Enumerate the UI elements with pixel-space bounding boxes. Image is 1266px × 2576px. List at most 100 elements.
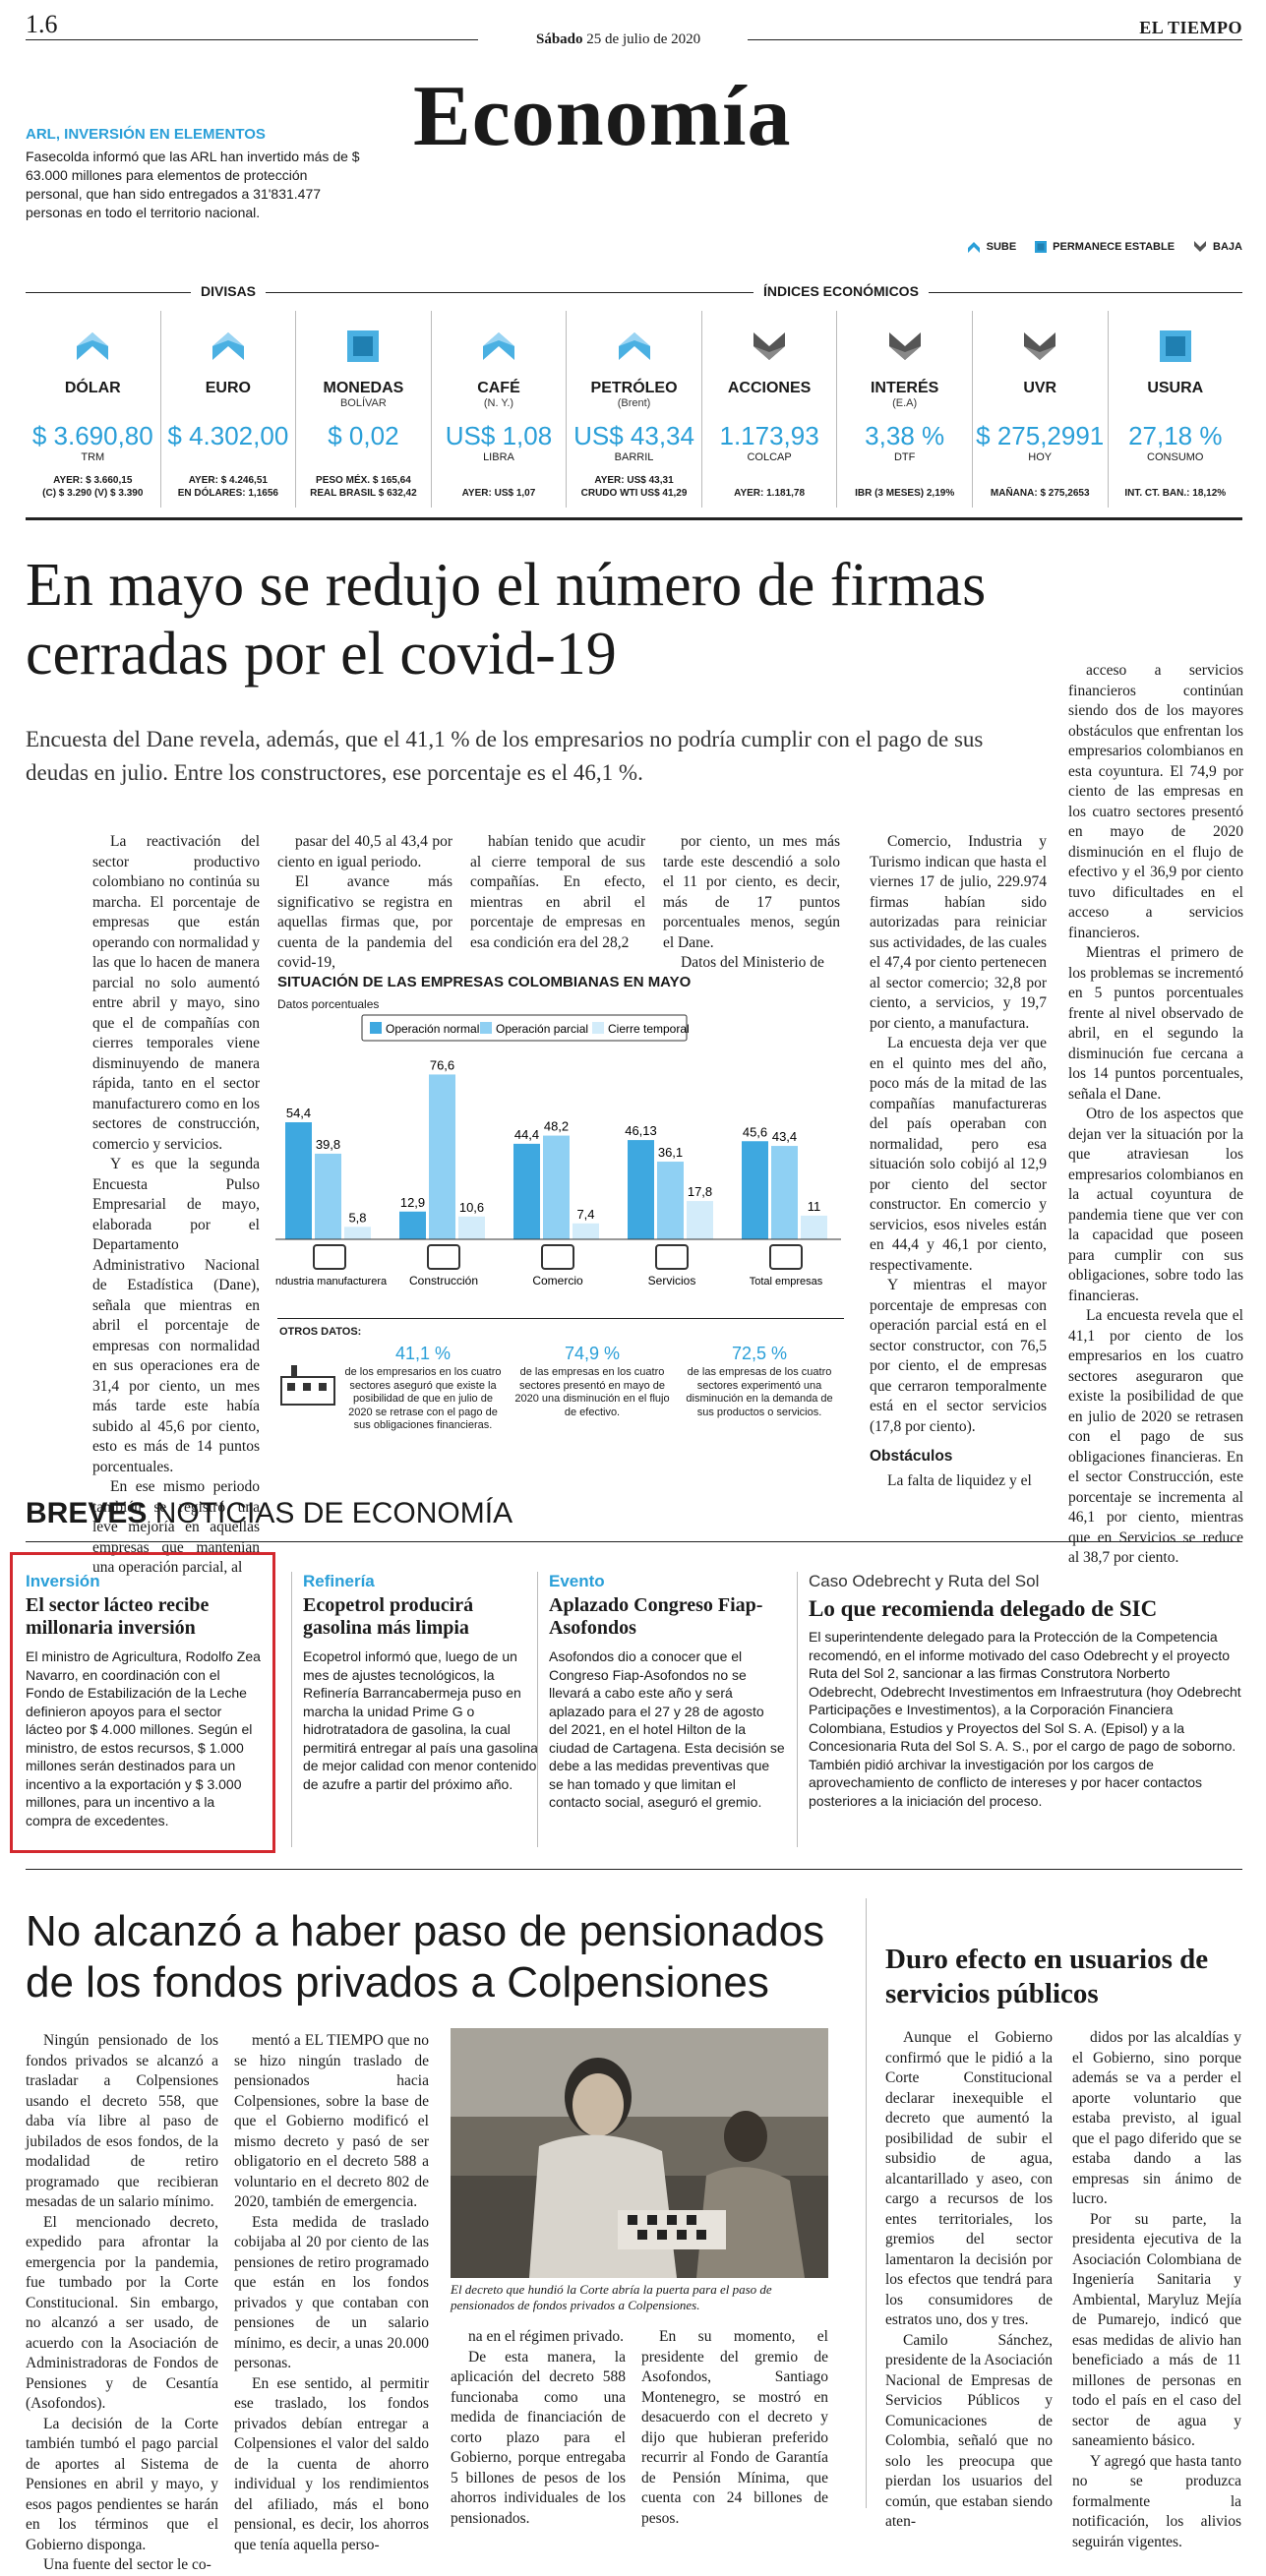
bar-value-label: 54,4 — [286, 1106, 311, 1120]
legend-label: Operación normal — [386, 1022, 479, 1036]
category-label: Construcción — [409, 1274, 478, 1288]
paragraph: La reactivación del sector productivo co… — [92, 833, 261, 1153]
breve-2: Evento Aplazado Congreso Fiap-Asofondos … — [549, 1572, 785, 1812]
bar — [687, 1201, 713, 1239]
bar-value-label: 45,6 — [743, 1124, 767, 1139]
legend-down: BAJA — [1192, 240, 1242, 254]
chart-title: SITUACIÓN DE LAS EMPRESAS COLOMBIANAS EN… — [277, 974, 692, 990]
bar-value-label: 36,1 — [658, 1145, 683, 1160]
bar — [543, 1135, 570, 1239]
chess-players-photo — [451, 2028, 828, 2278]
brand-rule — [1043, 39, 1242, 40]
arrow-down-icon — [888, 332, 921, 360]
indicator-value: $ 3.690,80 — [31, 421, 153, 450]
legend-label: Cierre temporal — [608, 1022, 690, 1036]
bar-value-label: 48,2 — [544, 1119, 569, 1134]
bar — [429, 1074, 455, 1239]
paragraph: Datos del Ministerio de — [681, 954, 824, 971]
servicios-headline: Duro efecto en usuarios de servicios púb… — [885, 1944, 1209, 2009]
bar-value-label: 17,8 — [688, 1184, 712, 1199]
paragraph: didos por las alcaldías y el Gobierno, s… — [1072, 2029, 1241, 2207]
paragraph: habían tenido que acudir al cierre tempo… — [470, 833, 645, 951]
indicator-value: 1.173,93 — [719, 421, 819, 450]
indicator-sub: (Brent) — [617, 397, 651, 409]
otros-dato-2: 72,5 % de las empresas de los cuatro sec… — [677, 1344, 842, 1419]
indicator-8: USURA 27,18 % CONSUMO INT. CT. BAN.: 18,… — [1109, 311, 1243, 508]
paragraph: por ciento, un mes más tarde este descen… — [663, 833, 840, 951]
otros-value: 74,9 % — [564, 1344, 621, 1363]
category-label: Servicios — [648, 1274, 696, 1288]
indicator-value: US$ 1,08 — [445, 421, 553, 450]
paragraph: En ese mismo periodo también se registró… — [92, 1478, 260, 1576]
page-number: 1.6 — [26, 10, 58, 38]
trend-legend: SUBE PERMANECE ESTABLE BAJA — [966, 240, 1242, 254]
paragraph: El mencionado decreto, expedido para afr… — [26, 2213, 218, 2413]
bar-value-label: 46,13 — [625, 1123, 657, 1138]
indicator-unit: HOY — [1028, 451, 1053, 463]
indicator-value: 3,38 % — [865, 421, 945, 450]
top-rule-left — [26, 39, 478, 40]
bar-value-label: 43,4 — [772, 1129, 797, 1144]
indicator-unit: BARRIL — [614, 451, 654, 463]
indicator-7: UVR $ 275,2991 HOY MAÑANA: $ 275,2653 — [973, 311, 1109, 508]
breve-headline: Ecopetrol producirá gasolina más limpia — [303, 1594, 474, 1639]
indicator-4: PETRÓLEO (Brent) US$ 43,34 BARRIL AYER: … — [567, 311, 702, 508]
legend-label: Operación parcial — [496, 1022, 588, 1036]
pensiones-col-1: Ningún pensionado de los fondos privados… — [26, 2031, 218, 2576]
indicator-unit: DTF — [893, 451, 916, 463]
otros-value: 72,5 % — [731, 1344, 788, 1363]
indicator-value: $ 275,2991 — [976, 421, 1105, 450]
category-icon — [313, 1244, 346, 1270]
breve-divider — [291, 1572, 292, 1847]
legend-stable: PERMANECE ESTABLE — [1034, 240, 1175, 254]
paragraph: Una fuente del sector le co- — [43, 2556, 211, 2573]
otros-value: 41,1 % — [394, 1344, 452, 1363]
legend-up: SUBE — [966, 240, 1016, 254]
category-label: Comercio — [532, 1274, 583, 1288]
otros-text: de las empresas de los cuatro sectores e… — [686, 1366, 833, 1418]
otros-dato-0: 41,1 % de los empresarios en los cuatro … — [340, 1344, 506, 1433]
bar-value-label: 5,8 — [348, 1210, 366, 1225]
paragraph: Ningún pensionado de los fondos privados… — [26, 2032, 218, 2210]
paragraph: De esta manera, la aplicación del decret… — [451, 2348, 626, 2527]
arl-body: Fasecolda informó que las ARL han invert… — [26, 149, 360, 220]
indicator-sub: (N. Y.) — [483, 397, 514, 409]
category-label: Industria manufacturera — [275, 1276, 388, 1288]
paragraph: Camilo Sánchez, presidente de la Asociac… — [885, 2331, 1054, 2531]
paragraph: Y agregó que hasta tanto no se produzca … — [1072, 2452, 1241, 2550]
arrow-up-icon — [618, 332, 650, 360]
pensiones-headline: No alcanzó a haber paso de pensionados d… — [26, 1907, 825, 2007]
breve-category: Caso Odebrecht y Ruta del Sol — [809, 1572, 1040, 1590]
paragraph: La falta de liquidez y el — [887, 1471, 1032, 1489]
breve-1: Refinería Ecopetrol producirá gasolina m… — [303, 1572, 539, 1793]
main-col-6: acceso a servicios financieros continúan… — [1068, 661, 1243, 1569]
indicators-bottom-rule — [26, 517, 1242, 520]
indicator-sub — [1109, 397, 1243, 409]
indicator-extra: AYER: US$ 43,31 — [594, 475, 674, 486]
indicator-value: US$ 43,34 — [573, 421, 694, 450]
category-icon — [655, 1244, 689, 1270]
category-icon — [541, 1244, 574, 1270]
indicator-name: UVR — [1023, 380, 1057, 396]
servicios-col-1: Aunque el Gobierno confirmó que le pidió… — [885, 2028, 1053, 2533]
paragraph: El avance más significativo se registra … — [277, 873, 452, 971]
breve-body: El ministro de Agricultura, Rodolfo Zea … — [26, 1648, 261, 1828]
bar — [399, 1211, 426, 1239]
legend-swatch — [592, 1022, 604, 1034]
indicator-unit: LIBRA — [483, 451, 514, 463]
bar-value-label: 12,9 — [400, 1195, 425, 1210]
indicator-value: 27,18 % — [1128, 421, 1223, 450]
bar — [344, 1227, 371, 1239]
breves-bottom-rule — [26, 1869, 1242, 1870]
pensiones-col-3: na en el régimen privado. De esta manera,… — [451, 2327, 626, 2529]
indicator-extra: AYER: 1.181,78 — [734, 488, 806, 499]
indicator-extra: AYER: US$ 1,07 — [461, 488, 536, 499]
indicator-sub — [702, 397, 837, 409]
bar-value-label: 10,6 — [459, 1200, 484, 1215]
indicator-name: CAFÉ — [477, 380, 520, 396]
indicator-headers: DIVISAS ÍNDICES ECONÓMICOS — [26, 283, 1242, 301]
breve-headline: El sector lácteo recibe millonaria inver… — [26, 1594, 210, 1639]
category-icon — [427, 1244, 460, 1270]
arrow-up-icon — [77, 332, 109, 360]
indicator-1: EURO $ 4.302,00 AYER: $ 4.246,51 EN DÓLAR… — [161, 311, 297, 508]
